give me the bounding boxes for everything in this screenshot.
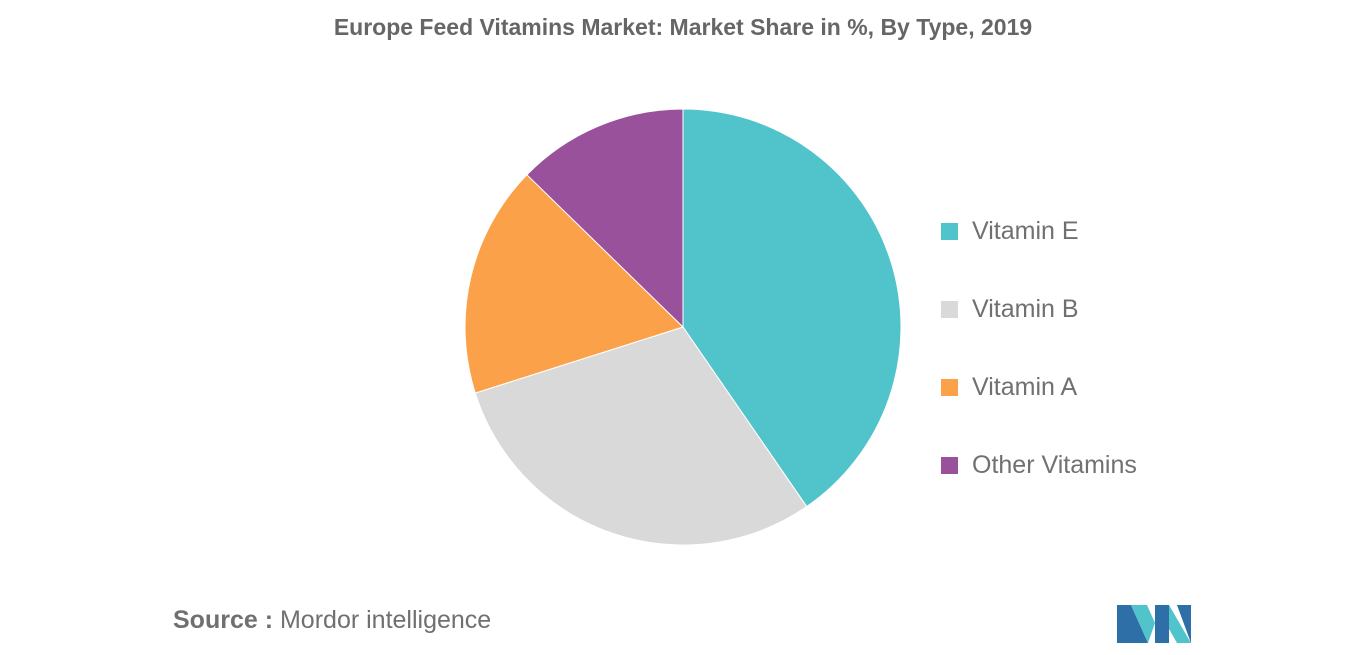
pie-slice-other-vitamins bbox=[526, 108, 684, 329]
source-note: Source : Mordor intelligence bbox=[173, 606, 491, 635]
legend-item-other-vitamins: Other Vitamins bbox=[941, 426, 1137, 504]
pie-slice-vitamin-e bbox=[682, 108, 902, 508]
legend-swatch bbox=[941, 378, 958, 396]
legend-swatch bbox=[941, 300, 958, 318]
legend-item-vitamin-b: Vitamin B bbox=[941, 270, 1137, 348]
legend-swatch bbox=[941, 222, 958, 240]
mordor-intelligence-logo-icon bbox=[1117, 605, 1191, 643]
source-label: Source : bbox=[173, 606, 274, 634]
pie-slice-vitamin-a bbox=[464, 174, 684, 394]
legend-label: Vitamin A bbox=[972, 372, 1078, 401]
legend-label: Vitamin B bbox=[972, 294, 1079, 323]
legend-label: Other Vitamins bbox=[972, 450, 1137, 479]
legend-item-vitamin-e: Vitamin E bbox=[941, 192, 1137, 270]
legend-label: Vitamin E bbox=[972, 216, 1079, 245]
legend: Vitamin E Vitamin B Vitamin A Other Vitamin… bbox=[941, 192, 1137, 504]
legend-swatch bbox=[941, 456, 958, 474]
legend-item-vitamin-a: Vitamin A bbox=[941, 348, 1137, 426]
pie-slice-vitamin-b bbox=[474, 326, 808, 546]
source-text: Mordor intelligence bbox=[279, 606, 492, 634]
chart-title: Europe Feed Vitamins Market: Market Shar… bbox=[333, 14, 1033, 40]
